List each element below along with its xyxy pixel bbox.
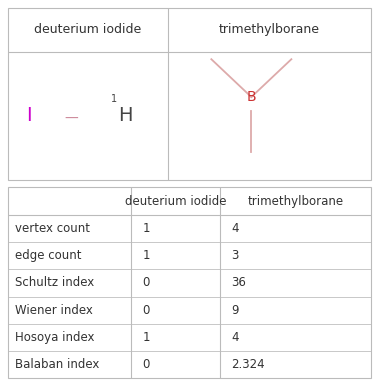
Text: 4: 4 (231, 222, 239, 235)
Text: H: H (119, 107, 133, 125)
Text: 0: 0 (142, 277, 150, 290)
Text: Schultz index: Schultz index (15, 277, 94, 290)
Text: Hosoya index: Hosoya index (15, 331, 94, 344)
Text: Balaban index: Balaban index (15, 358, 99, 371)
Text: 1: 1 (142, 331, 150, 344)
Text: —: — (64, 112, 78, 126)
Text: 3: 3 (231, 249, 239, 262)
Text: 0: 0 (142, 358, 150, 371)
Text: 9: 9 (231, 304, 239, 317)
Text: B: B (247, 90, 256, 104)
Text: 1: 1 (142, 249, 150, 262)
Text: I: I (26, 107, 31, 125)
Text: deuterium iodide: deuterium iodide (34, 23, 141, 37)
Text: 2.324: 2.324 (231, 358, 265, 371)
Text: 36: 36 (231, 277, 246, 290)
Text: trimethylborane: trimethylborane (219, 23, 320, 37)
Text: edge count: edge count (15, 249, 81, 262)
Text: deuterium iodide: deuterium iodide (125, 194, 227, 207)
Text: 0: 0 (142, 304, 150, 317)
Text: Wiener index: Wiener index (15, 304, 93, 317)
Text: vertex count: vertex count (15, 222, 90, 235)
Text: 4: 4 (231, 331, 239, 344)
Text: 1: 1 (142, 222, 150, 235)
Text: 1: 1 (111, 94, 117, 104)
Text: trimethylborane: trimethylborane (248, 194, 344, 207)
